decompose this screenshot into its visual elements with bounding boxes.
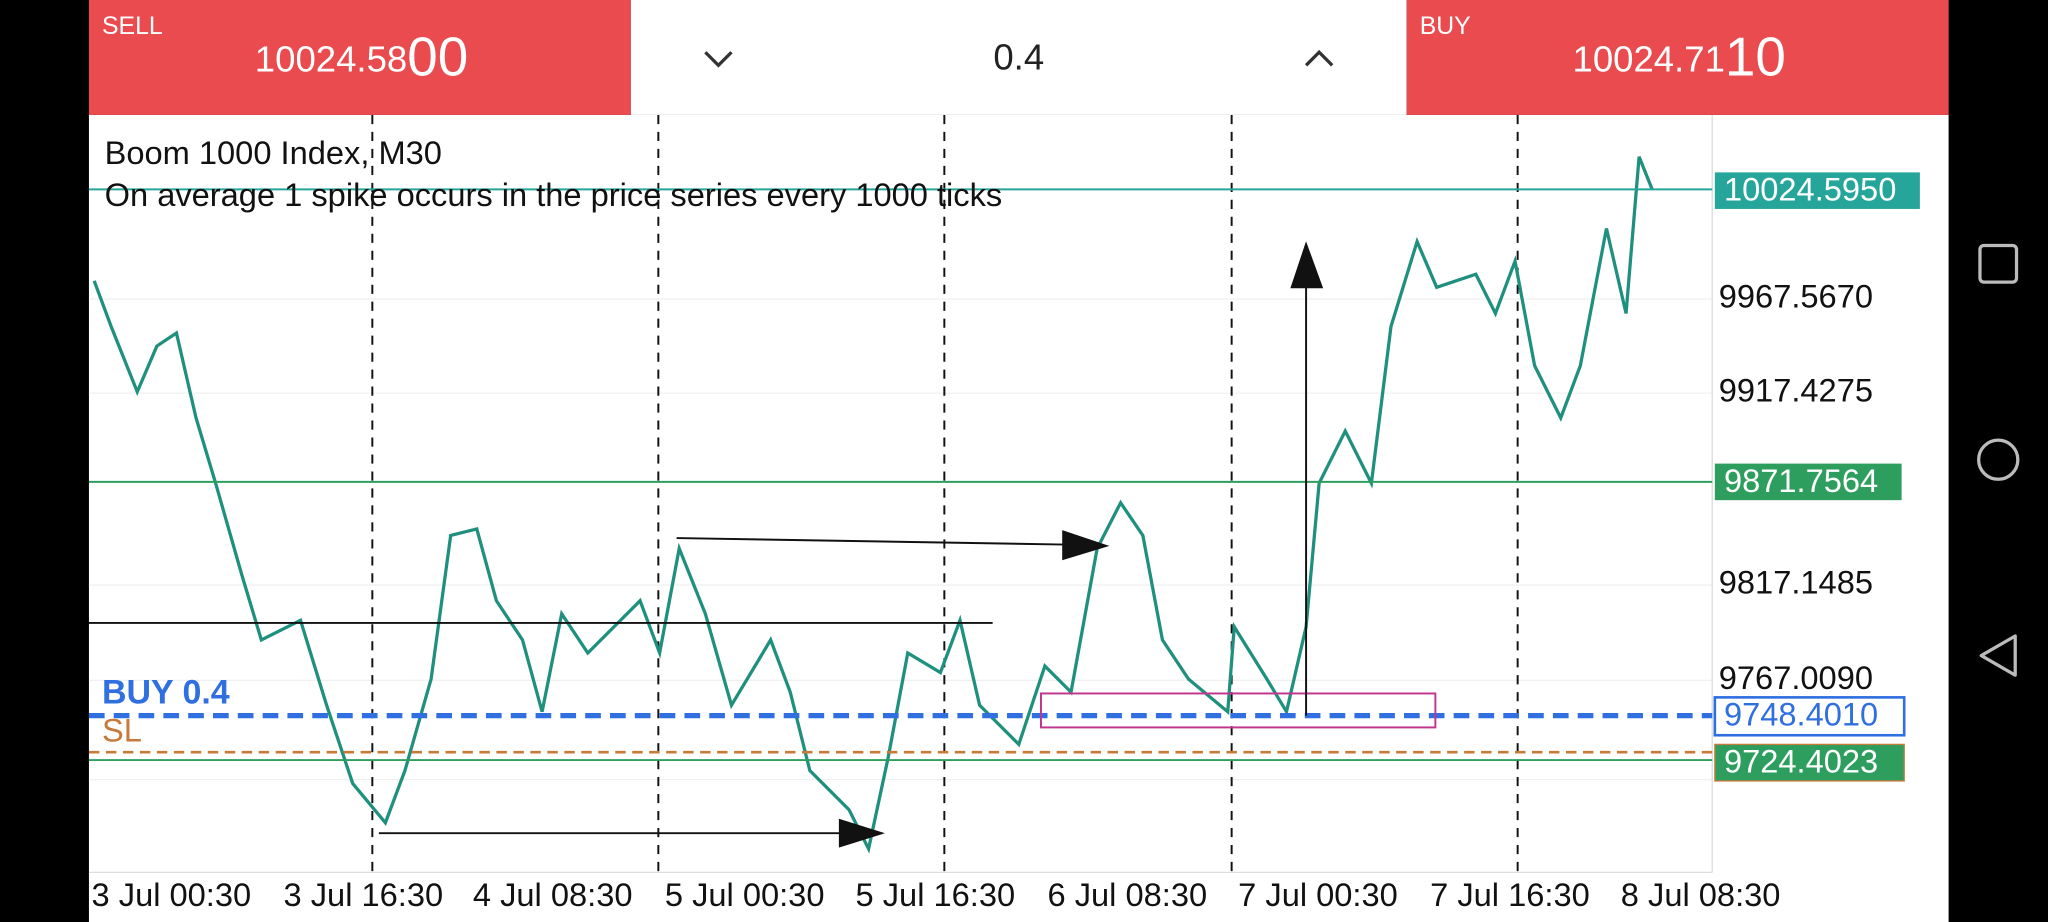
time-label: 8 Jul 08:30 xyxy=(1621,876,1781,913)
buy-button[interactable] xyxy=(1406,0,1949,115)
price-label: 9767.0090 xyxy=(1719,659,1873,696)
sell-button[interactable] xyxy=(88,0,631,115)
volume-panel xyxy=(630,0,1407,115)
time-label: 6 Jul 08:30 xyxy=(1048,876,1208,913)
sell-price-main: 10024.58 xyxy=(255,38,407,79)
time-label: 3 Jul 16:30 xyxy=(284,876,444,913)
buy-price-big: 10 xyxy=(1725,26,1786,88)
time-label: 3 Jul 00:30 xyxy=(92,876,252,913)
price-tag: 9748.4010 xyxy=(1724,696,1878,733)
period-separators xyxy=(371,114,1519,873)
time-label: 5 Jul 16:30 xyxy=(856,876,1016,913)
price-tag: 9871.7564 xyxy=(1724,462,1878,499)
sl-label[interactable]: SL xyxy=(102,711,142,748)
grid xyxy=(88,298,1713,781)
nav-home[interactable] xyxy=(1977,438,2020,481)
chart-subtitle: On average 1 spike occurs in the price s… xyxy=(105,176,1003,213)
price-tag-bg xyxy=(1714,463,1902,501)
chart-title: Boom 1000 Index, M30 xyxy=(105,134,442,171)
sell-price-big: 00 xyxy=(407,26,468,88)
time-label: 7 Jul 00:30 xyxy=(1238,876,1398,913)
price-tag-bg xyxy=(1713,696,1906,737)
buy-price: 10024.7110 xyxy=(1572,26,1785,88)
price-tag: 9724.4023 xyxy=(1724,743,1878,780)
price-tag: 10024.5950 xyxy=(1724,171,1896,208)
time-label: 7 Jul 16:30 xyxy=(1430,876,1590,913)
volume-up[interactable] xyxy=(1304,49,1334,67)
buy-label: BUY xyxy=(1420,13,1471,40)
order-label[interactable]: BUY 0.4 xyxy=(102,674,230,712)
sell-price: 10024.5800 xyxy=(255,26,468,88)
volume-down[interactable] xyxy=(704,51,733,68)
time-label: 5 Jul 00:30 xyxy=(665,876,825,913)
nav-back[interactable] xyxy=(1979,634,2017,677)
arrows xyxy=(378,241,1324,848)
price-label: 9817.1485 xyxy=(1719,564,1873,601)
price-series xyxy=(92,156,1654,854)
price-label: 9967.5670 xyxy=(1719,278,1873,315)
price-tag-bg xyxy=(1714,172,1920,209)
price-label: 9917.4275 xyxy=(1719,372,1873,409)
sell-label: SELL xyxy=(102,13,163,40)
volume-value[interactable]: 0.4 xyxy=(993,37,1044,78)
price-tag-bg xyxy=(1714,743,1905,782)
nav-recents[interactable] xyxy=(1978,243,2019,284)
zone-box xyxy=(1039,692,1437,729)
buy-price-main: 10024.71 xyxy=(1572,38,1724,79)
time-label: 4 Jul 08:30 xyxy=(473,876,633,913)
